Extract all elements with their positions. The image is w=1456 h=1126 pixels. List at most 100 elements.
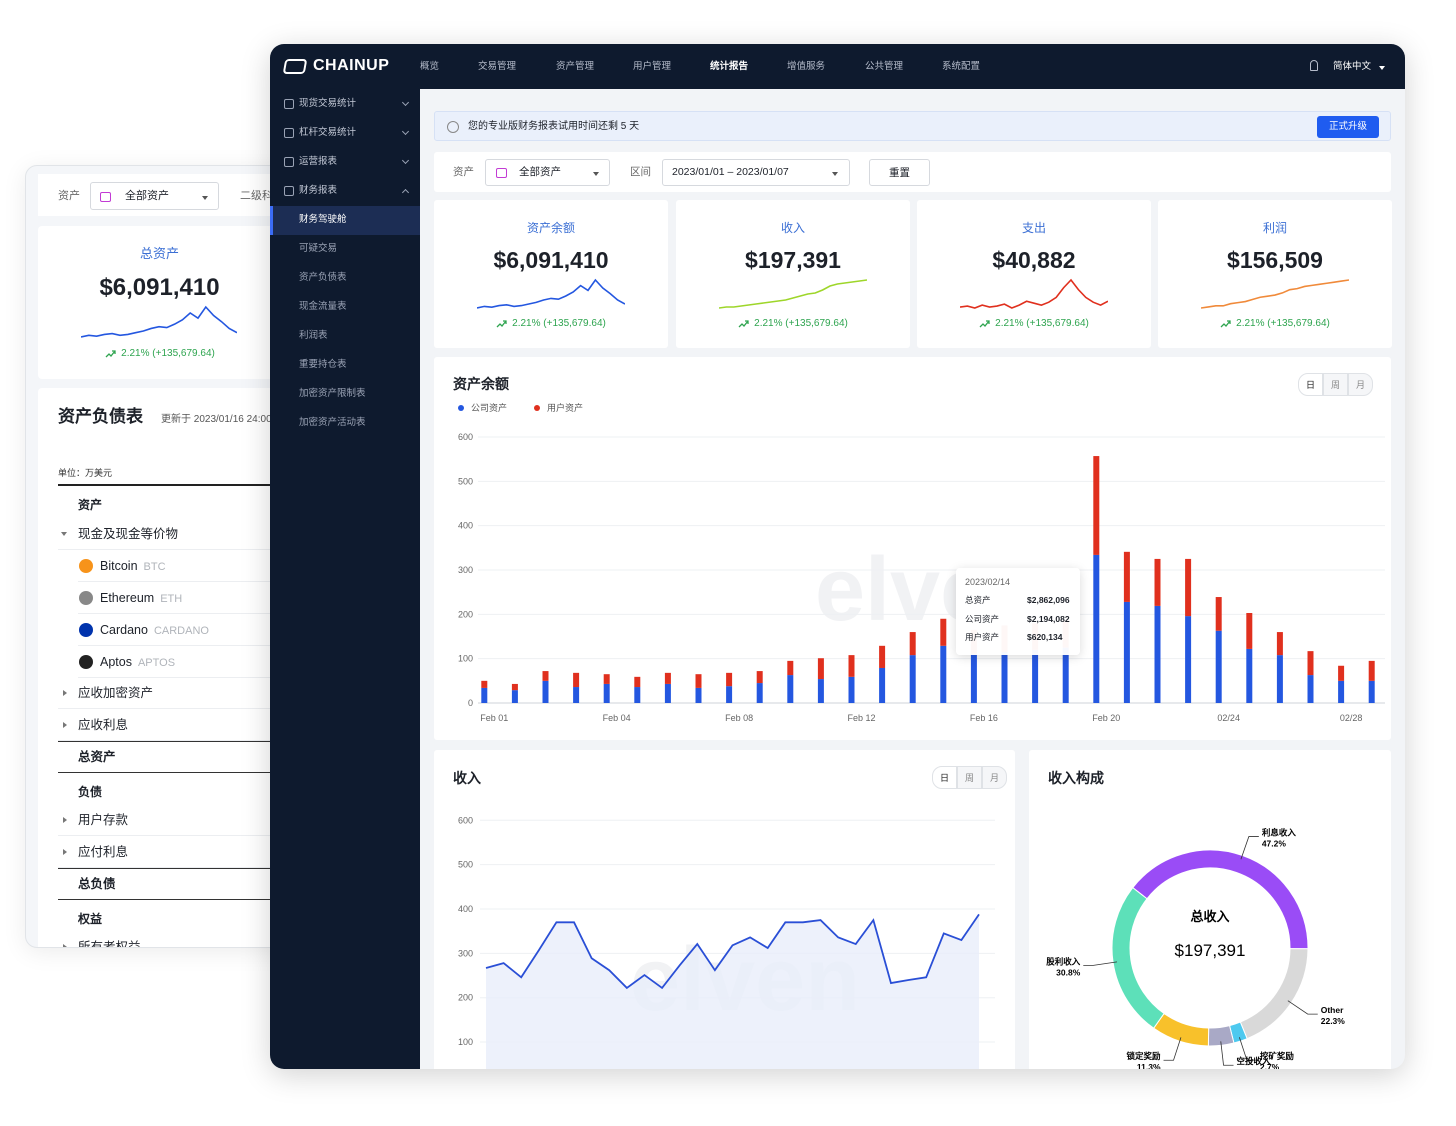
- kpi-value: $197,391: [745, 247, 841, 273]
- asset-select[interactable]: 全部资产: [90, 182, 219, 210]
- y-tick-label: 300: [458, 948, 473, 958]
- bar-segment: [1093, 456, 1100, 555]
- row-label[interactable]: 用户存款: [78, 813, 129, 827]
- reset-button[interactable]: 重置: [869, 159, 930, 186]
- menu-item[interactable]: 利润表: [299, 330, 328, 341]
- sparkline: [477, 278, 625, 309]
- leader-line: [1238, 1037, 1257, 1061]
- menu-item[interactable]: 财务驾驶舱: [299, 214, 347, 225]
- coin-row: Cardano CARDANO: [100, 621, 260, 639]
- range-toggle[interactable]: 月: [982, 766, 1007, 789]
- filter-label: 资产: [58, 190, 80, 202]
- bar-segment: [848, 676, 855, 703]
- donut-segment: [1111, 886, 1165, 1029]
- range-toggle[interactable]: 日: [1298, 373, 1323, 396]
- tooltip-value: $2,862,096: [1027, 595, 1070, 605]
- chart-title: 资产余额: [453, 376, 509, 392]
- y-tick-label: 100: [458, 654, 473, 664]
- nav-item[interactable]: 系统配置: [942, 61, 981, 72]
- bar-segment: [940, 645, 947, 703]
- kpi-title: 总资产: [139, 246, 179, 261]
- nav-item[interactable]: 公共管理: [865, 61, 904, 72]
- sheet-rule: [58, 484, 298, 486]
- menu-icon: [284, 128, 294, 138]
- menu-group[interactable]: 财务报表: [299, 185, 338, 196]
- chart-card: 资产余额日周月 elven 公司资产 用户资产 0 100 200 300 400 500 600 F…: [434, 357, 1391, 740]
- sparkline: [719, 279, 867, 309]
- menu-group[interactable]: 运营报表: [299, 156, 338, 167]
- tooltip-label: 用户资产: [965, 632, 1000, 642]
- menu-item[interactable]: 资产负债表: [299, 272, 347, 283]
- menu-item[interactable]: 现金流量表: [299, 301, 347, 312]
- x-tick-label: Feb 04: [603, 713, 631, 723]
- range-toggle[interactable]: 周: [1323, 373, 1348, 396]
- chart-title: 收入: [453, 770, 481, 786]
- menu-item[interactable]: 可疑交易: [299, 243, 338, 254]
- logo-text: CHAINUP: [313, 57, 390, 74]
- menu-item[interactable]: 重要持仓表: [299, 359, 347, 370]
- change-indicator: 2.21% (+135,679.64): [964, 317, 1104, 331]
- trend-icon: [105, 350, 116, 358]
- filter-bar: 资产 全部资产 区间 2023/01/01 – 2023/01/07 重置: [434, 152, 1391, 192]
- menu-icon: [284, 157, 294, 167]
- menu-item[interactable]: 加密资产活动表: [299, 417, 366, 428]
- bar-segment: [481, 680, 488, 688]
- change-text: 2.21% (+135,679.64): [121, 348, 215, 359]
- bar-segment: [909, 655, 916, 703]
- bar-segment: [726, 686, 733, 703]
- center-value: $197,391: [1175, 941, 1246, 960]
- coin-ticker: APTOS: [137, 657, 176, 669]
- trend-icon: [1220, 320, 1231, 328]
- date-select[interactable]: 2023/01/01 – 2023/01/07: [662, 159, 850, 186]
- bar-segment: [940, 618, 947, 646]
- nav-item[interactable]: 统计报告: [710, 61, 749, 72]
- nav-item[interactable]: 增值服务: [787, 61, 826, 72]
- bar-segment: [695, 687, 702, 703]
- language-select[interactable]: 简体中文: [1333, 61, 1372, 72]
- select-value: 全部资产: [125, 190, 169, 202]
- change-text: 2.21% (+135,679.64): [995, 318, 1089, 329]
- menu-group[interactable]: 杠杆交易统计: [299, 127, 357, 138]
- range-toggle[interactable]: 周: [957, 766, 982, 789]
- asset-select[interactable]: 全部资产: [485, 159, 610, 186]
- kpi-value: $40,882: [992, 247, 1076, 273]
- sheet-unit: 单位：万美元: [58, 468, 113, 478]
- bar-segment: [481, 687, 488, 703]
- range-toggle[interactable]: 月: [1348, 373, 1373, 396]
- slice-label: 股利收入: [1046, 956, 1081, 966]
- kpi-value: $6,091,410: [493, 247, 609, 273]
- sparkline: [81, 305, 237, 338]
- menu-group[interactable]: 现货交易统计: [299, 98, 357, 109]
- bar-segment: [1368, 680, 1375, 703]
- nav-item[interactable]: 资产管理: [556, 61, 595, 72]
- y-tick-label: 600: [458, 432, 473, 442]
- bar-segment: [603, 674, 610, 684]
- bar-segment: [1062, 647, 1069, 703]
- filter-label: 区间: [630, 166, 651, 178]
- row-divider: [78, 581, 298, 582]
- expand-arrow: [63, 849, 67, 855]
- row-label[interactable]: 现金及现金等价物: [78, 527, 179, 541]
- active-highlight: [270, 206, 420, 235]
- kpi-card: 总资产 $6,091,410 2.21% (+135,679.64): [38, 226, 283, 379]
- row-divider: [58, 549, 298, 550]
- coin-icon: [79, 655, 93, 669]
- range-toggle[interactable]: 日: [932, 766, 957, 789]
- nav-item[interactable]: 概览: [420, 61, 440, 72]
- row-label[interactable]: 应收利息: [78, 718, 129, 732]
- expand-arrow: [63, 690, 67, 696]
- bar-segment: [817, 658, 824, 680]
- nav-item[interactable]: 用户管理: [633, 61, 672, 72]
- menu-item[interactable]: 加密资产限制表: [299, 388, 366, 399]
- row-label[interactable]: 应收加密资产: [78, 686, 154, 700]
- sheet-title: 资产负债表: [58, 407, 143, 426]
- chart-title: 收入构成: [1048, 770, 1104, 786]
- upgrade-button[interactable]: 正式升级: [1317, 116, 1379, 138]
- row-label[interactable]: 所有者权益: [78, 940, 141, 948]
- nav-item[interactable]: 交易管理: [478, 61, 517, 72]
- sparkline: [960, 278, 1108, 309]
- row-label[interactable]: 应付利息: [78, 845, 129, 859]
- slice-label: 空投收入: [1237, 1056, 1272, 1066]
- user-icon: [1310, 60, 1318, 71]
